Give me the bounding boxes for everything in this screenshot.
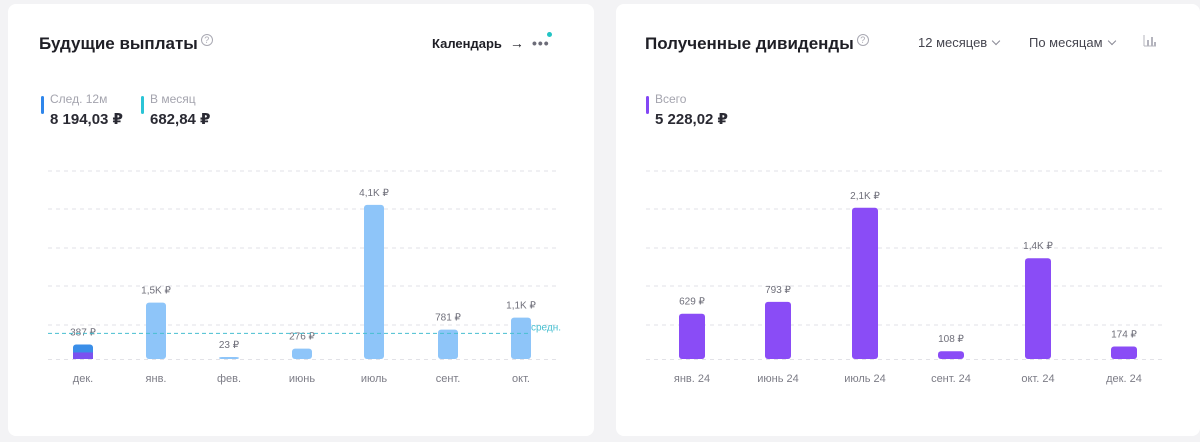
bar <box>1025 258 1051 359</box>
card-title-text: Полученные дивиденды <box>645 34 854 53</box>
bar <box>511 317 531 359</box>
data-label: 4,1K ₽ <box>359 188 389 199</box>
bar <box>364 204 384 359</box>
x-tick-label: июль <box>361 373 388 385</box>
bar-chart-icon[interactable] <box>1142 32 1158 48</box>
bar <box>852 207 878 359</box>
bar <box>219 357 239 359</box>
received-dividends-title: Полученные дивиденды? <box>645 34 869 54</box>
x-tick-label: сент. 24 <box>931 373 971 385</box>
data-label: 2,1K ₽ <box>850 191 880 202</box>
period-select[interactable]: 12 месяцев <box>918 35 1001 50</box>
stat-value: 5 228,02 ₽ <box>655 111 728 128</box>
data-label: 781 ₽ <box>435 313 461 324</box>
bar <box>146 302 166 359</box>
help-icon[interactable]: ? <box>856 34 869 46</box>
bar <box>679 313 705 359</box>
stat-value: 682,84 ₽ <box>150 111 211 128</box>
future-payments-title: Будущие выплаты? <box>39 34 213 54</box>
stat-color-marker <box>141 96 144 114</box>
average-label: средн. <box>531 322 561 333</box>
x-tick-label: июль 24 <box>844 373 886 385</box>
card-title-text: Будущие выплаты <box>39 34 198 53</box>
more-options-button[interactable]: ••• <box>530 32 552 52</box>
calendar-link-label: Календарь <box>432 36 502 51</box>
notification-dot-icon <box>547 32 552 37</box>
bar <box>292 348 312 359</box>
x-tick-label: дек. 24 <box>1106 373 1142 385</box>
x-tick-label: дек. <box>73 373 93 385</box>
calendar-link[interactable]: Календарь → <box>432 35 524 51</box>
stat-per-month: В месяц 682,84 ₽ <box>141 92 210 128</box>
bar <box>938 351 964 359</box>
data-label: 793 ₽ <box>765 285 791 296</box>
x-tick-label: фев. <box>217 373 241 385</box>
x-tick-label: июнь <box>289 373 315 385</box>
data-label: 1,5K ₽ <box>141 286 171 297</box>
x-tick-label: янв. <box>146 373 167 385</box>
stat-color-marker <box>41 96 44 114</box>
x-tick-label: окт. 24 <box>1021 373 1054 385</box>
x-tick-label: янв. 24 <box>674 373 710 385</box>
stat-total: Всего 5 228,02 ₽ <box>646 92 728 128</box>
data-label: 276 ₽ <box>289 332 315 343</box>
bar <box>765 301 791 359</box>
future-payments-card: Будущие выплаты? Календарь → ••• След. 12… <box>8 4 594 436</box>
x-tick-label: июнь 24 <box>757 373 799 385</box>
data-label: 23 ₽ <box>219 340 240 351</box>
stat-value: 8 194,03 ₽ <box>50 111 123 128</box>
help-icon[interactable]: ? <box>200 34 213 46</box>
x-tick-label: сент. <box>436 373 461 385</box>
more-dots-icon: ••• <box>532 35 550 51</box>
period-select-value: 12 месяцев <box>918 35 988 50</box>
data-label: 108 ₽ <box>938 334 964 345</box>
future-payments-chart: 387 ₽дек.1,5K ₽янв.23 ₽фев.276 ₽июнь4,1K… <box>48 170 561 385</box>
received-dividends-chart: 629 ₽ янв. 24 793 ₽ июнь 24 2,1K ₽ июль 24 108… <box>646 170 1164 385</box>
stat-label: В месяц <box>150 92 196 106</box>
data-label: 1,4K ₽ <box>1023 241 1053 252</box>
stat-label: Всего <box>655 92 687 106</box>
bar <box>1111 346 1137 359</box>
data-label: 629 ₽ <box>679 297 705 308</box>
grouping-select-value: По месяцам <box>1029 35 1103 50</box>
data-label: 174 ₽ <box>1111 329 1137 340</box>
stat-label: След. 12м <box>50 92 108 106</box>
x-tick-label: окт. <box>512 373 530 385</box>
stat-next-12m: След. 12м 8 194,03 ₽ <box>41 92 123 128</box>
received-dividends-card: Полученные дивиденды? 12 месяцев По меся… <box>616 4 1200 436</box>
arrow-right-icon: → <box>509 35 524 51</box>
data-label: 1,1K ₽ <box>506 301 536 312</box>
bar <box>438 329 458 359</box>
stat-color-marker <box>646 96 649 114</box>
grouping-select[interactable]: По месяцам <box>1029 35 1116 50</box>
bar-paid-segment <box>73 352 93 359</box>
